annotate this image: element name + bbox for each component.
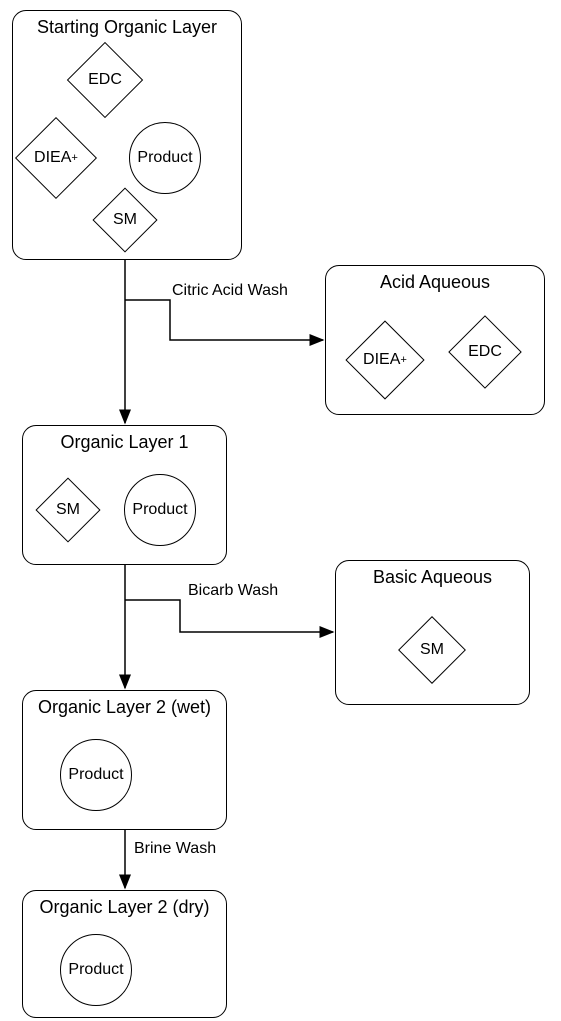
- diagram-canvas: Starting Organic Layer Acid Aqueous Orga…: [0, 0, 561, 1021]
- edge-label-citric-acid-wash: Citric Acid Wash: [172, 282, 288, 300]
- shape-label: SM: [103, 198, 147, 242]
- edge-label-brine-wash: Brine Wash: [134, 840, 216, 858]
- box-title: Starting Organic Layer: [13, 17, 241, 38]
- box-title: Organic Layer 2 (dry): [23, 897, 226, 918]
- box-title: Acid Aqueous: [326, 272, 544, 293]
- circle-product: Product: [129, 122, 201, 194]
- box-title: Basic Aqueous: [336, 567, 529, 588]
- edge-label-bicarb-wash: Bicarb Wash: [188, 582, 278, 600]
- edge-org1-to-basic: [125, 600, 333, 632]
- circle-product: Product: [124, 474, 196, 546]
- shape-label: SM: [46, 488, 90, 532]
- circle-product: Product: [60, 934, 132, 1006]
- shape-label: DIEA+: [358, 333, 412, 387]
- shape-label: EDC: [79, 54, 131, 106]
- shape-label: Product: [68, 766, 123, 784]
- box-title: Organic Layer 1: [23, 432, 226, 453]
- shape-label: Product: [137, 149, 192, 167]
- shape-label: DIEA+: [28, 130, 84, 186]
- circle-product: Product: [60, 739, 132, 811]
- shape-label: Product: [68, 961, 123, 979]
- shape-label: Product: [132, 501, 187, 519]
- edge-start-to-acid: [125, 300, 323, 340]
- shape-label: SM: [409, 627, 455, 673]
- box-title: Organic Layer 2 (wet): [23, 697, 226, 718]
- shape-label: EDC: [460, 327, 510, 377]
